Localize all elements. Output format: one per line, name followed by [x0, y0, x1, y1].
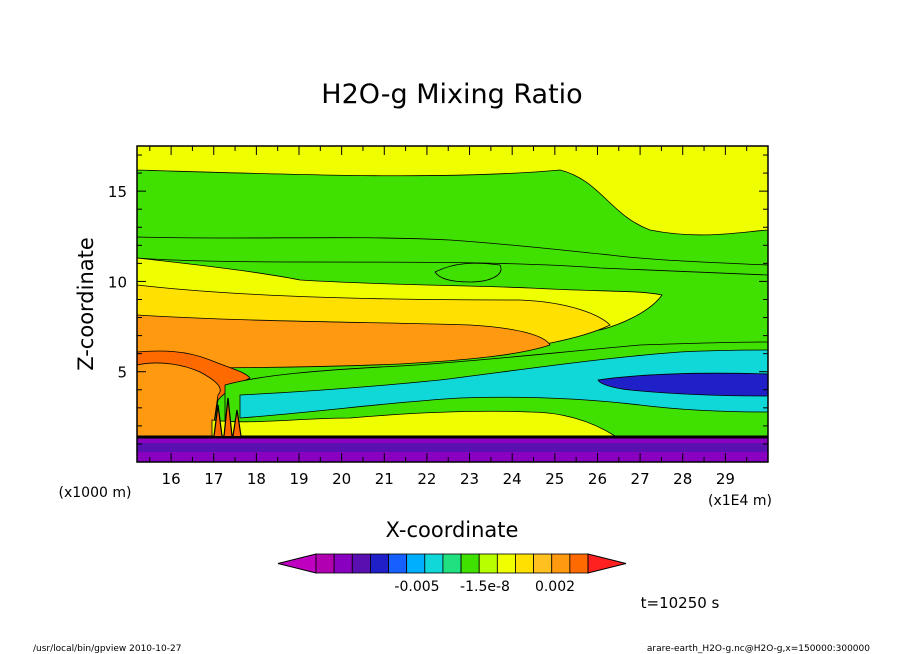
green-notch [434, 262, 502, 283]
boundary-orange-region [137, 362, 221, 437]
upper-green-band [137, 236, 768, 276]
colorbar-segment [569, 553, 589, 574]
colorbar-label: -0.005 [394, 579, 439, 595]
footer-left: /usr/local/bin/gpview 2010-10-27 [33, 644, 181, 654]
x-tick-label: 21 [375, 470, 394, 488]
cyan-tongue [239, 349, 768, 419]
colorbar-low-tip [277, 553, 317, 574]
upper-layer-region [137, 146, 768, 236]
x-tick-label: 25 [545, 470, 564, 488]
y-axis-label: Z-coordinate [74, 237, 98, 371]
colorbar-segment [496, 553, 516, 574]
y-ticks: 5 10 15 [108, 154, 768, 445]
x-tick-label: 16 [162, 470, 181, 488]
contour-field [137, 146, 768, 462]
colorbar-high-tip [587, 553, 627, 574]
chart-title: H2O-g Mixing Ratio [321, 79, 582, 110]
y-tick-label: 10 [108, 273, 127, 291]
x-tick-label: 23 [460, 470, 479, 488]
x-tick-label: 27 [631, 470, 650, 488]
x-tick-label: 20 [332, 470, 351, 488]
lower-yellow-layer [211, 410, 617, 437]
colorbar-segment [388, 553, 408, 574]
colorbar-segment [515, 553, 535, 574]
elevated-orange-region [137, 314, 551, 369]
colorbar-segment [351, 553, 371, 574]
x-tick-label: 29 [716, 470, 735, 488]
plot-frame [136, 145, 769, 463]
colorbar: -0.005 -1.5e-8 0.002 [277, 553, 627, 595]
colorbar-label: 0.002 [535, 579, 575, 595]
colorbar-segment [442, 553, 462, 574]
colorbar-segment [533, 553, 553, 574]
x-ticks: 16 17 18 19 20 21 22 23 24 25 26 27 28 29 [149, 146, 748, 488]
colorbar-segment [460, 553, 480, 574]
colorbar-segment [333, 553, 353, 574]
x-axis-label: X-coordinate [386, 518, 519, 542]
x-tick-label: 28 [673, 470, 692, 488]
x-tick-label: 26 [588, 470, 607, 488]
colorbar-segment [478, 553, 498, 574]
colorbar-segment [424, 553, 444, 574]
colorbar-segment [406, 553, 426, 574]
x-tick-label: 18 [247, 470, 266, 488]
y-unit-label: (x1000 m) [59, 485, 132, 501]
y-tick-label: 15 [108, 183, 127, 201]
x-tick-label: 22 [417, 470, 436, 488]
colorbar-segment [369, 553, 389, 574]
x-tick-label: 24 [503, 470, 522, 488]
blue-dry-core [597, 372, 768, 397]
time-label: t=10250 s [641, 594, 720, 612]
colorbar-label: -1.5e-8 [460, 579, 510, 595]
colorbar-segment [315, 553, 335, 574]
y-tick-label: 5 [117, 364, 127, 382]
x-unit-label: (x1E4 m) [708, 493, 772, 509]
convection-columns [213, 397, 242, 437]
footer-right: arare-earth_H2O-g.nc@H2O-g,x=150000:3000… [647, 644, 870, 654]
x-tick-label: 17 [204, 470, 223, 488]
x-tick-label: 19 [289, 470, 308, 488]
colorbar-segment [551, 553, 571, 574]
